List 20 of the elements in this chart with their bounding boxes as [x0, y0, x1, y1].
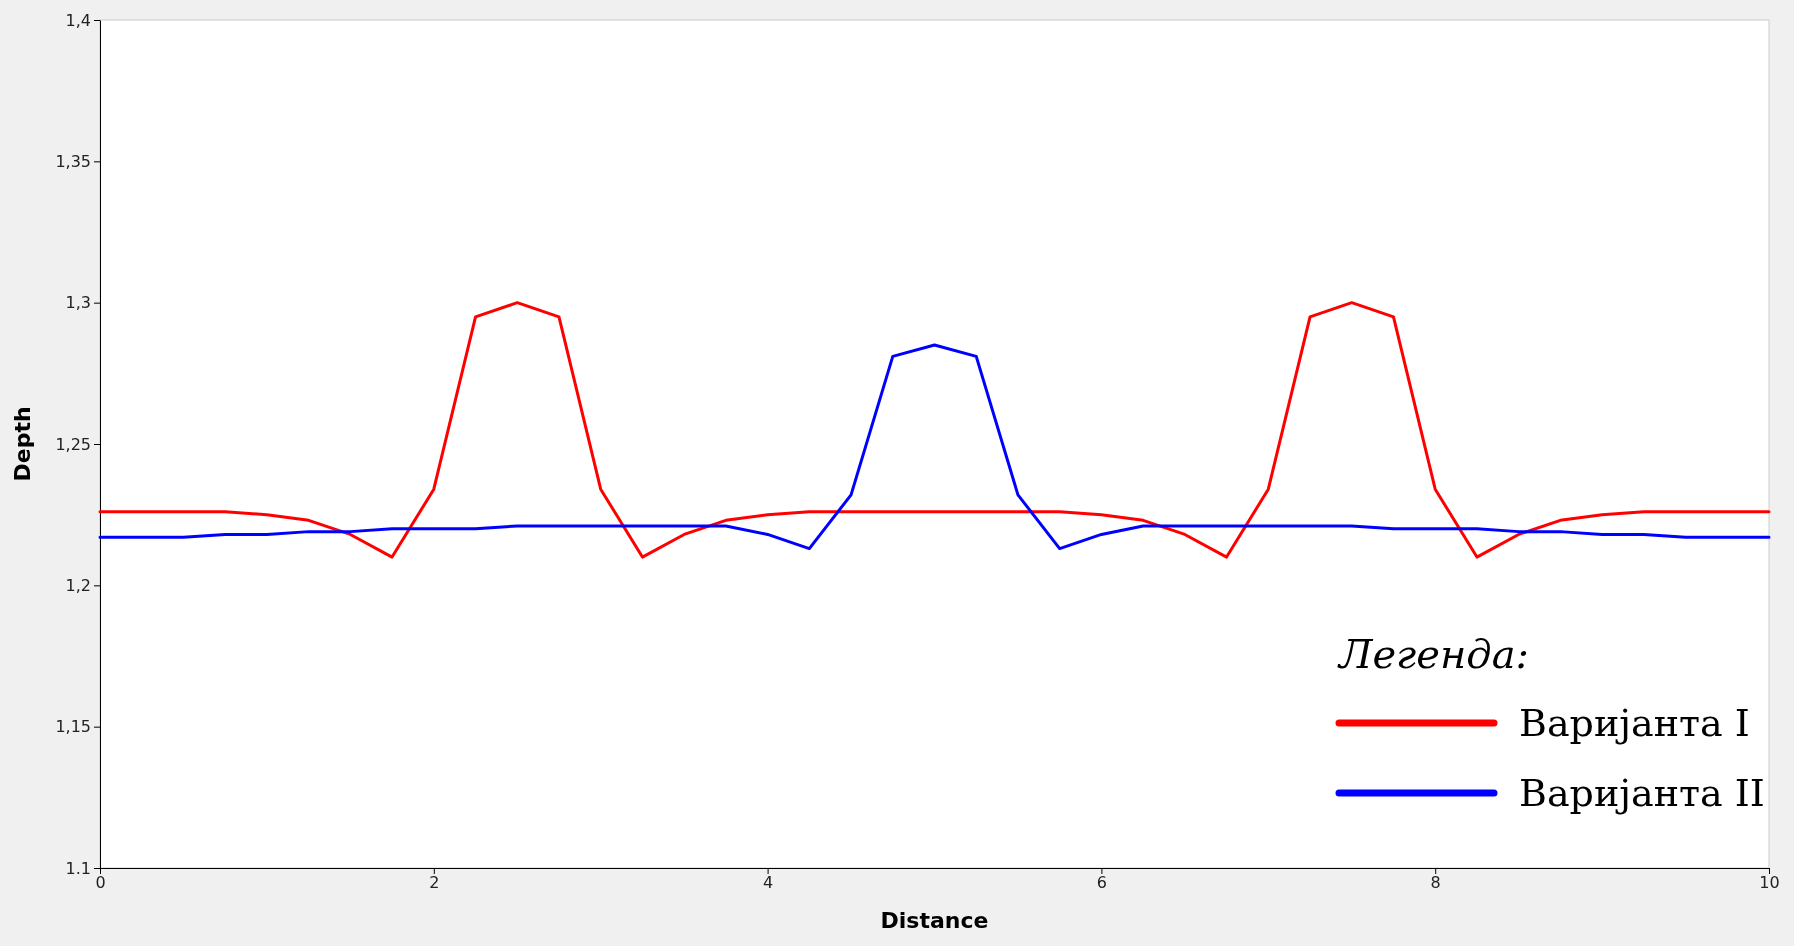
- legend-title: Легенда:: [1337, 631, 1529, 677]
- line-series: [98, 343, 1771, 551]
- y-tick-label: 1,3: [65, 293, 91, 313]
- y-tick-label: 1,35: [55, 151, 91, 171]
- x-tick-label: 4: [763, 873, 774, 893]
- y-tick-label: 1,4: [65, 10, 91, 30]
- y-tick-label: 1,2: [65, 575, 91, 595]
- x-tick-label: 0: [95, 873, 106, 893]
- y-tick-label: 1.1: [65, 858, 91, 878]
- y-tick-label: 1,15: [55, 717, 91, 737]
- x-axis-title: Distance: [880, 908, 989, 933]
- line-series: [98, 301, 1771, 559]
- x-tick-label: 6: [1096, 873, 1107, 893]
- y-tick-label: 1,25: [55, 434, 91, 454]
- legend-label: Варијанта I: [1519, 701, 1750, 745]
- x-tick-label: 8: [1430, 873, 1441, 893]
- y-axis-title: Depth: [10, 406, 35, 482]
- legend-label: Варијанта II: [1519, 771, 1765, 815]
- x-tick-label: 10: [1759, 873, 1780, 893]
- x-tick-label: 2: [429, 873, 440, 893]
